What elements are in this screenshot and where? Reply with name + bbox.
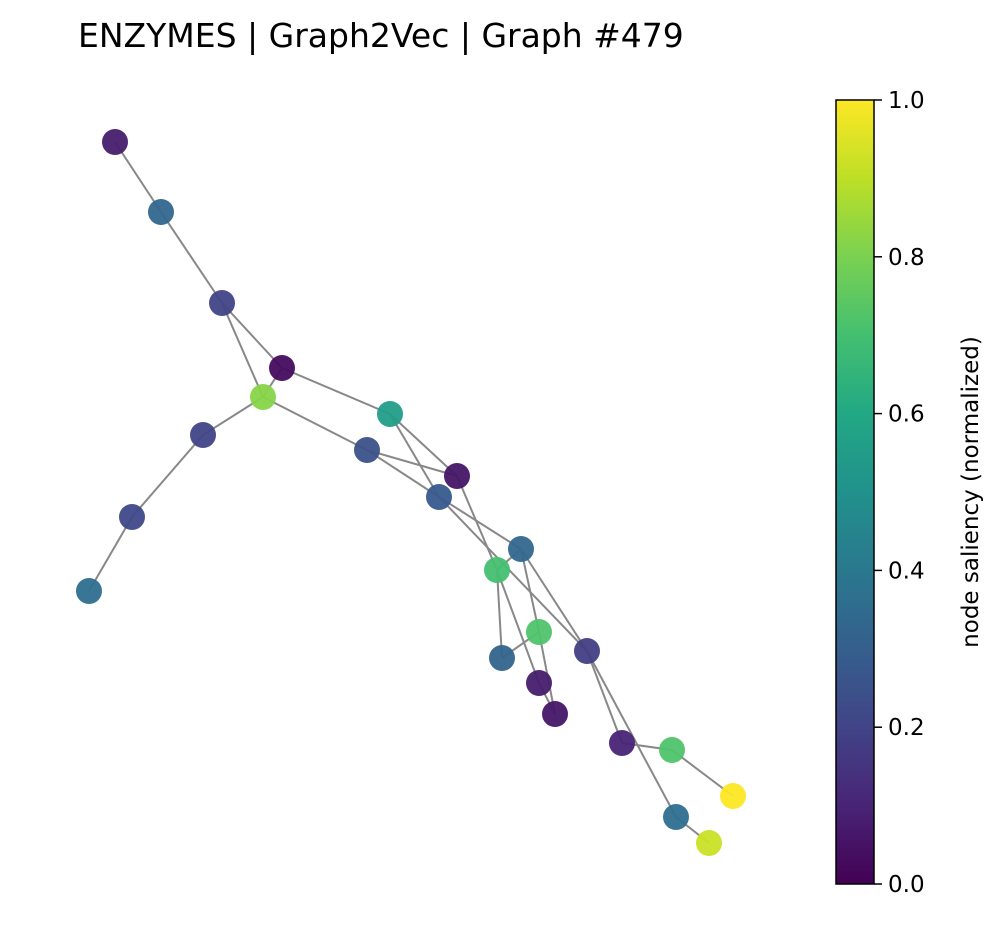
chart-title: ENZYMES | Graph2Vec | Graph #479 — [78, 16, 684, 55]
graph-node — [102, 129, 128, 155]
graph-node — [354, 437, 380, 463]
graph-edge — [520, 548, 540, 633]
colorbar-gradient — [835, 99, 875, 885]
graph-nodes — [76, 129, 746, 856]
graph-node — [119, 504, 145, 530]
graph-edge — [389, 413, 458, 477]
colorbar-ticks: 0.0 0.2 0.4 0.6 0.8 1.0 — [874, 88, 925, 898]
graph-node — [209, 290, 235, 316]
colorbar-label: node saliency (normalized) — [958, 336, 984, 648]
graph-node — [377, 401, 403, 427]
graph-edge — [281, 367, 391, 415]
colorbar-tick-label: 0.0 — [888, 872, 925, 898]
graph-node — [720, 783, 746, 809]
graph-node — [696, 830, 722, 856]
graph-node — [659, 737, 685, 763]
graph-edge — [262, 396, 368, 451]
colorbar-tick-label: 0.8 — [888, 245, 925, 271]
graph-node — [609, 730, 635, 756]
graph-edge — [438, 496, 588, 652]
graph-edge — [160, 211, 223, 304]
graph-node — [76, 578, 102, 604]
colorbar-tick-label: 0.4 — [888, 558, 925, 584]
colorbar-tick-label: 0.2 — [888, 715, 925, 741]
graph-node — [148, 199, 174, 225]
graph-node — [190, 422, 216, 448]
graph-node — [526, 670, 552, 696]
graph-edge — [438, 496, 522, 550]
graph-node — [484, 557, 510, 583]
graph-node — [542, 701, 568, 727]
graph-node — [426, 484, 452, 510]
graph-edge — [586, 650, 623, 744]
graph-edge — [520, 548, 588, 652]
graph-node — [526, 619, 552, 645]
graph-edge — [586, 650, 677, 818]
colorbar-tick-label: 1.0 — [888, 88, 925, 114]
graph-node — [489, 645, 515, 671]
graph-node — [250, 384, 276, 410]
graph-edge — [114, 141, 162, 213]
colorbar: 0.0 0.2 0.4 0.6 0.8 1.0 node saliency (normal… — [835, 88, 984, 898]
graph-edge — [131, 434, 204, 518]
graph-node — [508, 536, 534, 562]
graph-edge — [496, 569, 503, 659]
graph-edge — [221, 302, 264, 398]
graph-node — [444, 463, 470, 489]
graph-edges — [88, 141, 734, 844]
graph-edge — [221, 302, 283, 369]
colorbar-tick-label: 0.6 — [888, 402, 925, 428]
graph-edge — [496, 569, 540, 684]
graph-edge — [366, 449, 458, 477]
graph-node — [663, 804, 689, 830]
graph-node — [574, 638, 600, 664]
graph-edge — [366, 449, 440, 498]
graph-edge — [88, 516, 133, 592]
graph-edge — [456, 475, 498, 571]
graph-edge — [389, 413, 440, 498]
graph-node — [269, 355, 295, 381]
